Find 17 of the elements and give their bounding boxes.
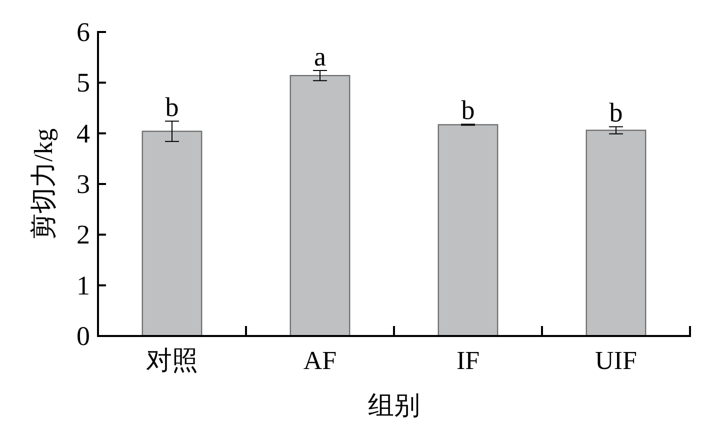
y-tick-label: 6 xyxy=(76,17,90,47)
x-tick-label: AF xyxy=(303,346,337,375)
x-tick-label: IF xyxy=(456,346,480,375)
y-tick-label: 1 xyxy=(76,270,90,300)
y-tick-label: 5 xyxy=(76,68,90,98)
annotation: b xyxy=(461,95,475,126)
y-tick-label: 0 xyxy=(76,321,90,351)
y-tick-label: 2 xyxy=(76,220,90,250)
x-axis-title: 组别 xyxy=(368,391,420,420)
annotation: b xyxy=(609,98,623,128)
y-axis-title: 剪切力/kg xyxy=(29,128,58,240)
y-tick-label: 3 xyxy=(76,169,90,199)
y-tick-label: 4 xyxy=(76,118,90,148)
annotation: a xyxy=(314,42,326,72)
annotation: b xyxy=(165,92,179,122)
x-tick-label: 对照 xyxy=(146,346,198,375)
x-tick-label: UIF xyxy=(595,346,637,375)
